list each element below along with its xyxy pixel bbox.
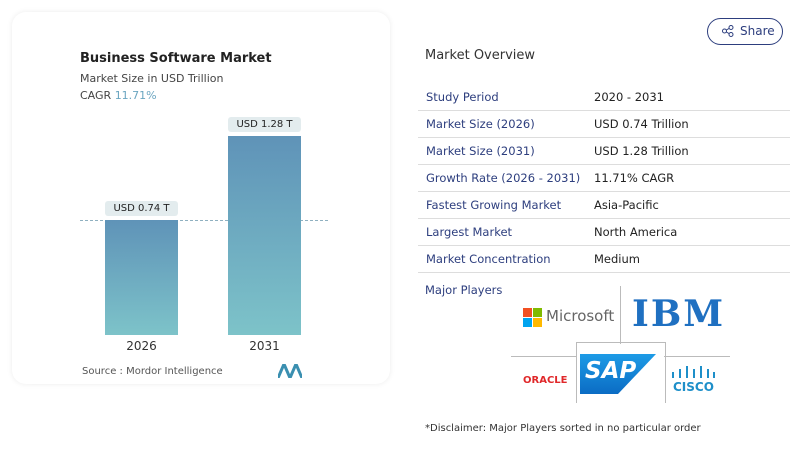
- overview-row: Fastest Growing Market Asia-Pacific: [418, 192, 790, 219]
- row-value: USD 0.74 Trillion: [594, 117, 689, 131]
- data-label: USD 0.74 T: [105, 200, 178, 216]
- overview-row: Study Period 2020 - 2031: [418, 84, 790, 111]
- cagr-value: 11.71%: [114, 89, 157, 102]
- row-value: 2020 - 2031: [594, 90, 664, 104]
- row-key: Growth Rate (2026 - 2031): [426, 171, 581, 185]
- data-label: USD 1.28 T: [228, 117, 301, 132]
- row-key: Largest Market: [426, 225, 513, 239]
- overview-row: Growth Rate (2026 - 2031) 11.71% CAGR: [418, 165, 790, 192]
- row-value: Asia-Pacific: [594, 198, 659, 212]
- row-key: Market Size (2031): [426, 144, 535, 158]
- players-title: Major Players: [425, 283, 503, 297]
- ibm-logo: IBM: [632, 293, 726, 335]
- share-label: Share: [740, 24, 775, 38]
- overview-row: Market Size (2026) USD 0.74 Trillion: [418, 111, 790, 138]
- cisco-logo: CISCO: [673, 380, 714, 394]
- cagr: CAGR 11.71%: [80, 89, 157, 102]
- row-key: Fastest Growing Market: [426, 198, 562, 212]
- chart-title: Business Software Market: [80, 51, 272, 66]
- row-value: 11.71% CAGR: [594, 171, 675, 185]
- row-key: Market Size (2026): [426, 117, 535, 131]
- row-key: Study Period: [426, 90, 499, 104]
- disclaimer: *Disclaimer: Major Players sorted in no …: [425, 423, 701, 434]
- reference-line: [80, 219, 328, 221]
- row-value: North America: [594, 225, 678, 239]
- overview-title: Market Overview: [425, 48, 536, 63]
- x-tick-label: 2031: [249, 339, 280, 353]
- x-tick-label: 2026: [126, 339, 157, 353]
- row-value: Medium: [594, 252, 640, 266]
- microsoft-logo: Microsoft: [546, 307, 615, 325]
- cagr-label: CAGR: [80, 89, 112, 102]
- chart-card: [12, 12, 390, 384]
- oracle-logo: ORACLE: [523, 375, 568, 386]
- share-button[interactable]: Share: [707, 18, 783, 45]
- cisco-bars-icon: [672, 366, 715, 378]
- microsoft-logo-icon: [523, 308, 542, 327]
- row-value: USD 1.28 Trillion: [594, 144, 689, 158]
- row-key: Market Concentration: [426, 252, 551, 266]
- overview-row: Market Concentration Medium: [418, 246, 790, 273]
- mordor-logo-icon: [278, 364, 302, 378]
- chart-subtitle: Market Size in USD Trillion: [80, 72, 224, 85]
- bar-2026: [105, 219, 178, 335]
- bar-2031: [228, 136, 301, 335]
- share-icon: [722, 25, 734, 37]
- overview-row: Market Size (2031) USD 1.28 Trillion: [418, 138, 790, 165]
- overview-row: Largest Market North America: [418, 219, 790, 246]
- source: Source : Mordor Intelligence: [82, 366, 223, 377]
